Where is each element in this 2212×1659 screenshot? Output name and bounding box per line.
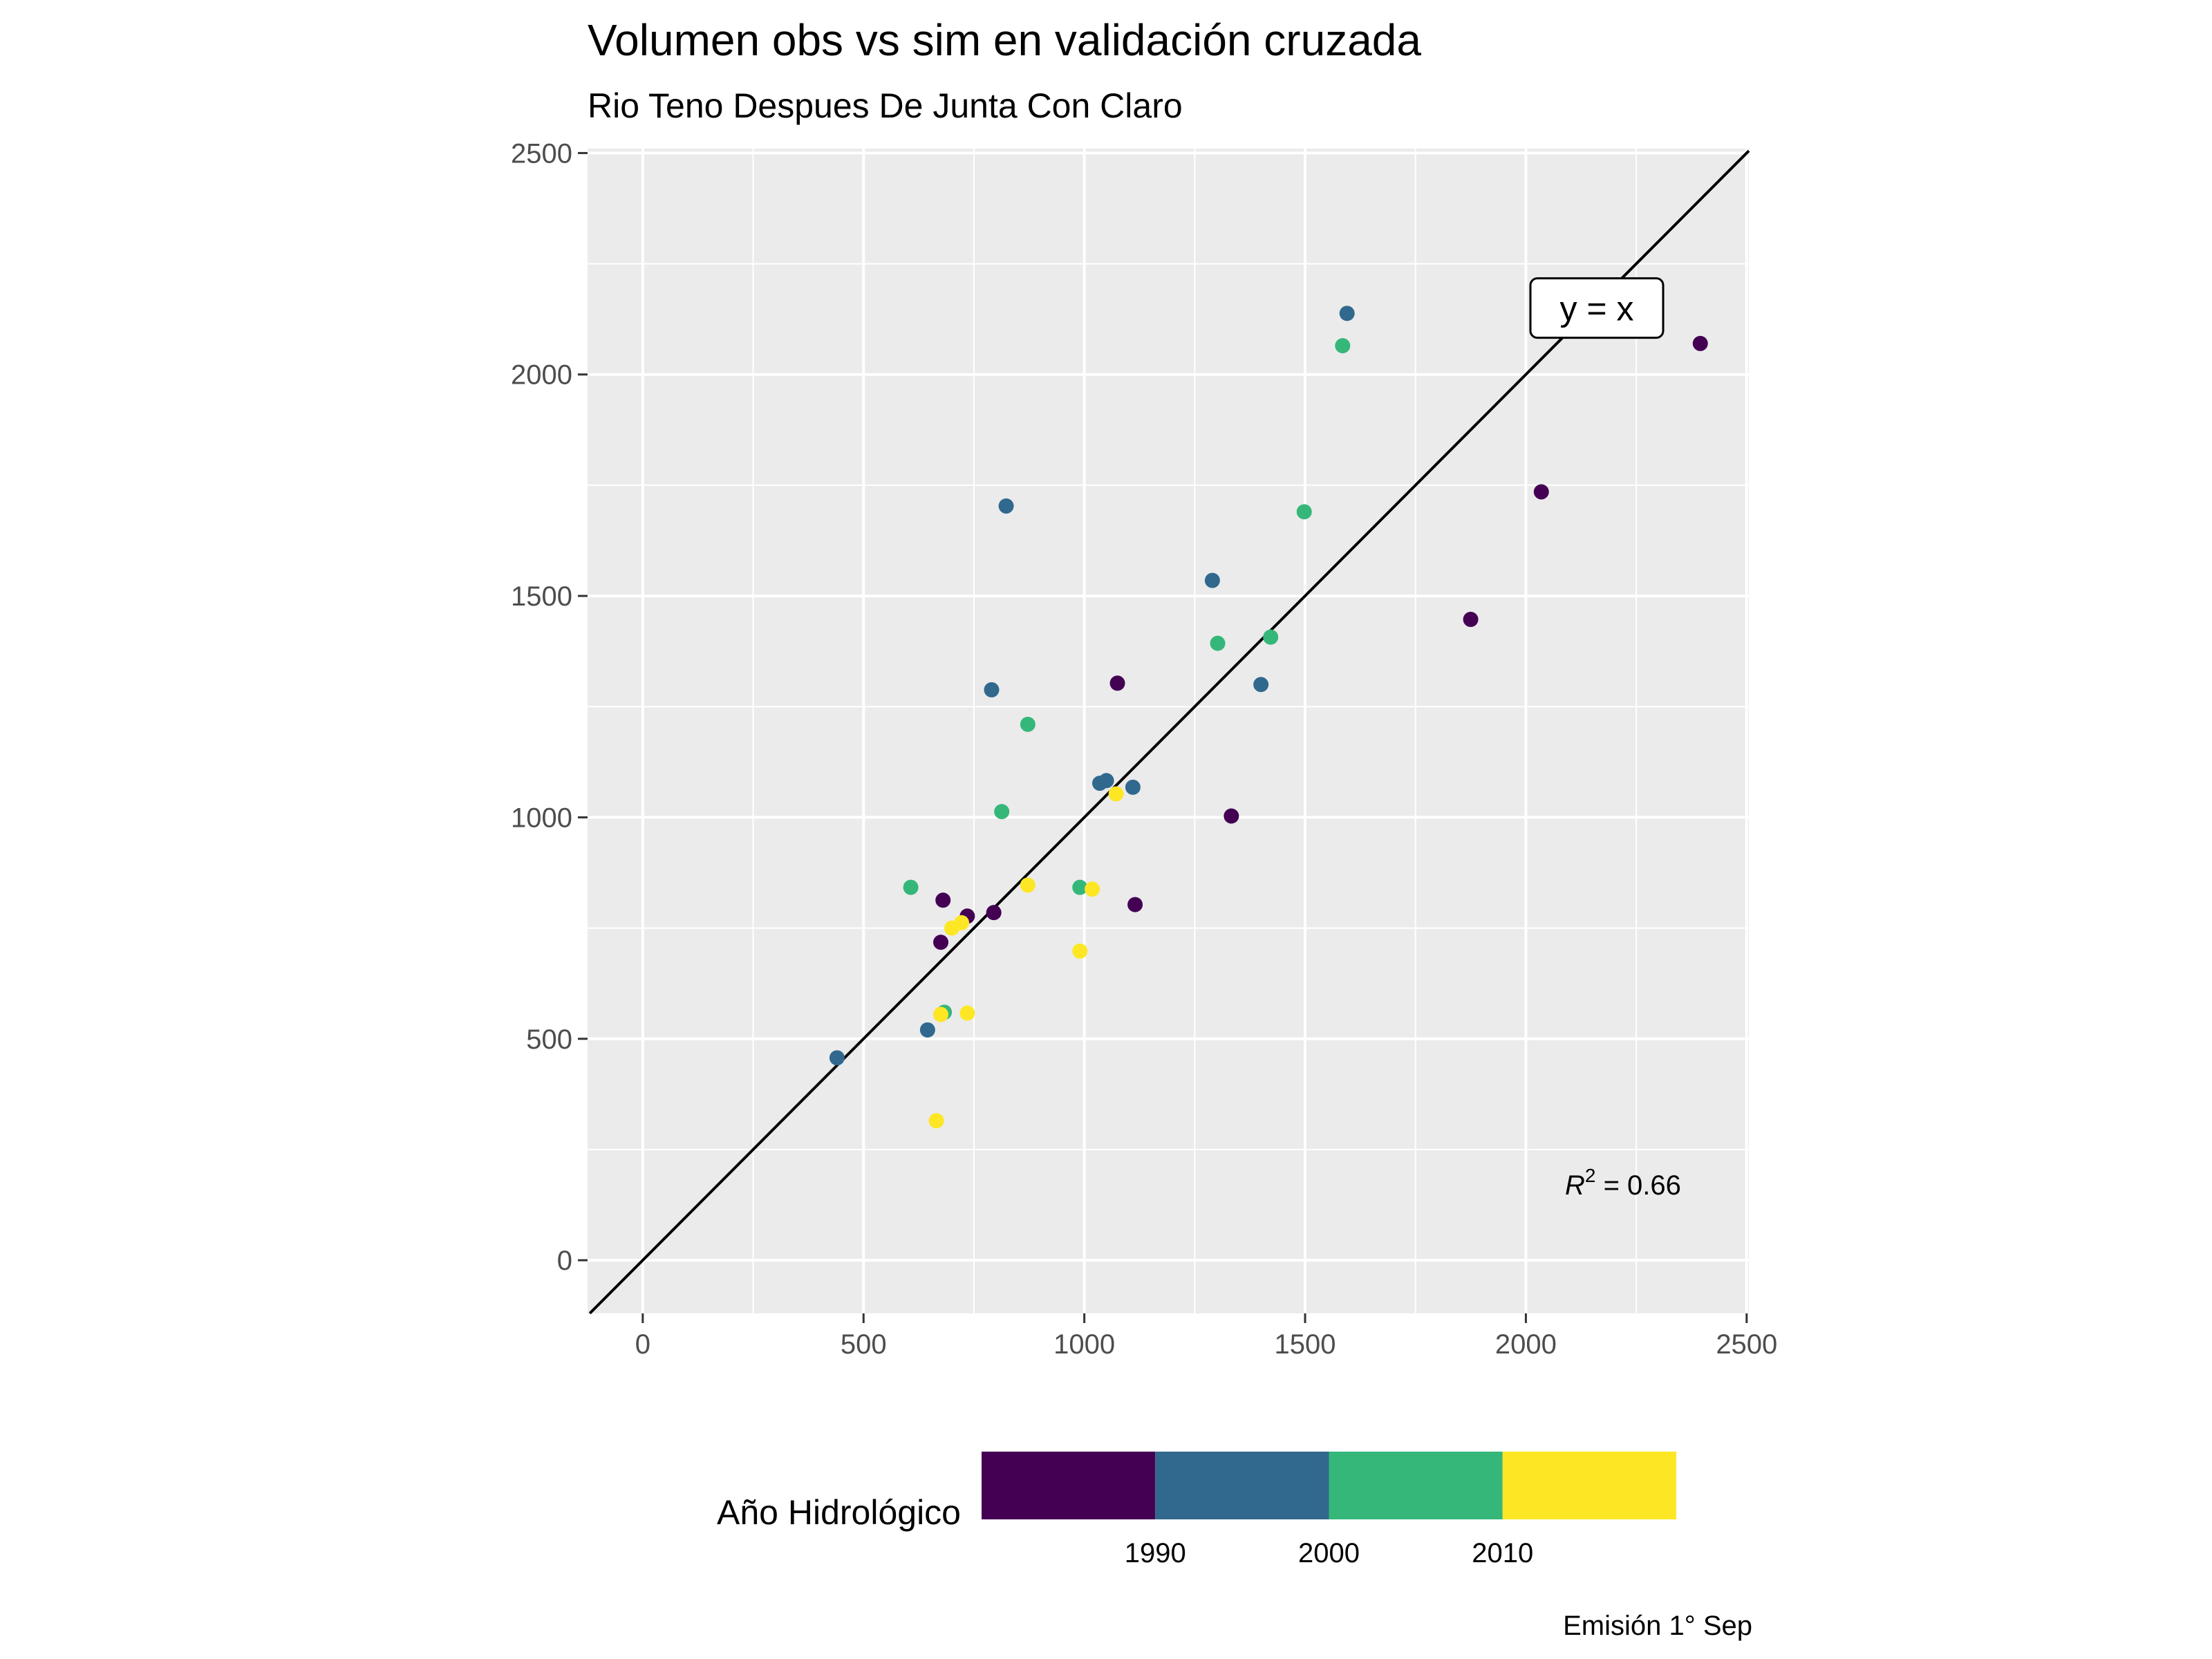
- data-point: [933, 1006, 949, 1022]
- legend-ticks: 1990 2000 2010: [1125, 1538, 1533, 1568]
- data-point: [1085, 881, 1100, 897]
- x-tick-label: 2500: [1716, 1329, 1777, 1360]
- annotations: y = x R2 = 0.66: [1529, 277, 1681, 1201]
- x-tick-label: 1500: [1275, 1329, 1336, 1360]
- data-point: [1020, 877, 1035, 893]
- reference-line-group: [588, 149, 1750, 1315]
- data-point: [1091, 776, 1107, 791]
- data-point: [1335, 338, 1351, 354]
- data-point: [1224, 808, 1239, 824]
- reference-line: [588, 149, 1750, 1315]
- data-point: [1204, 572, 1220, 588]
- chart-subtitle: Rio Teno Despues De Junta Con Claro: [588, 86, 1183, 125]
- legend-bin: [982, 1452, 1156, 1519]
- legend-bin: [1329, 1452, 1503, 1519]
- data-point: [1253, 677, 1269, 693]
- reference-line-label-box: [1529, 277, 1665, 339]
- legend-colorbar: [982, 1452, 1676, 1519]
- data-point: [1263, 629, 1279, 645]
- data-point: [944, 920, 959, 936]
- y-tick-label: 500: [526, 1024, 572, 1055]
- legend-tick-label: 2010: [1472, 1538, 1533, 1568]
- data-point: [1692, 335, 1708, 351]
- data-point: [933, 935, 949, 950]
- data-point: [984, 682, 1000, 697]
- data-point: [986, 905, 1002, 921]
- plot-panel: [588, 149, 1749, 1313]
- y-tick-label: 2000: [511, 360, 572, 391]
- data-point: [1020, 716, 1035, 732]
- x-tick-label: 2000: [1495, 1329, 1557, 1360]
- reference-line-label: y = x: [1560, 290, 1634, 328]
- y-tick-label: 0: [557, 1246, 572, 1276]
- x-tick-label: 1000: [1053, 1329, 1115, 1360]
- data-point: [1109, 675, 1125, 691]
- y-tick-label: 2500: [511, 138, 572, 169]
- y-tick-label: 1000: [511, 803, 572, 833]
- data-point: [959, 1005, 975, 1021]
- caption: Emisión 1° Sep: [1563, 1611, 1752, 1641]
- y-axis: 0 500 1000 1500 2000 2500: [511, 138, 588, 1276]
- data-point: [1296, 504, 1312, 520]
- data-point: [1339, 306, 1355, 321]
- data-point: [1463, 612, 1479, 628]
- legend-bin: [1155, 1452, 1329, 1519]
- x-tick-label: 0: [635, 1329, 650, 1360]
- data-point: [1108, 786, 1124, 802]
- minor-gridlines: [588, 149, 1749, 1313]
- data-point: [1533, 484, 1549, 500]
- data-point: [935, 892, 951, 908]
- data-point: [1072, 943, 1088, 959]
- data-point: [928, 1113, 944, 1129]
- data-point: [1125, 779, 1141, 795]
- data-point: [1210, 635, 1226, 651]
- chart-title: Volumen obs vs sim en validación cruzada: [588, 15, 1421, 65]
- x-tick-label: 500: [841, 1329, 887, 1360]
- data-points: [829, 306, 1708, 1129]
- y-tick-label: 1500: [511, 581, 572, 612]
- legend-title: Año Hidrológico: [717, 1493, 961, 1532]
- data-point: [1072, 879, 1088, 895]
- data-point: [1127, 897, 1143, 912]
- r-squared-label: R2 = 0.66: [1565, 1165, 1681, 1201]
- legend-bin: [1502, 1452, 1676, 1519]
- data-point: [919, 1022, 935, 1038]
- legend-tick-label: 1990: [1125, 1538, 1186, 1568]
- data-point: [903, 879, 919, 895]
- data-point: [829, 1050, 845, 1066]
- data-point: [994, 804, 1010, 820]
- x-axis: 0 500 1000 1500 2000 2500: [635, 1313, 1777, 1360]
- major-gridlines: [588, 149, 1749, 1313]
- color-legend: Año Hidrológico 1990 2000 2010: [717, 1452, 1676, 1568]
- legend-tick-label: 2000: [1298, 1538, 1360, 1568]
- data-point: [998, 498, 1014, 514]
